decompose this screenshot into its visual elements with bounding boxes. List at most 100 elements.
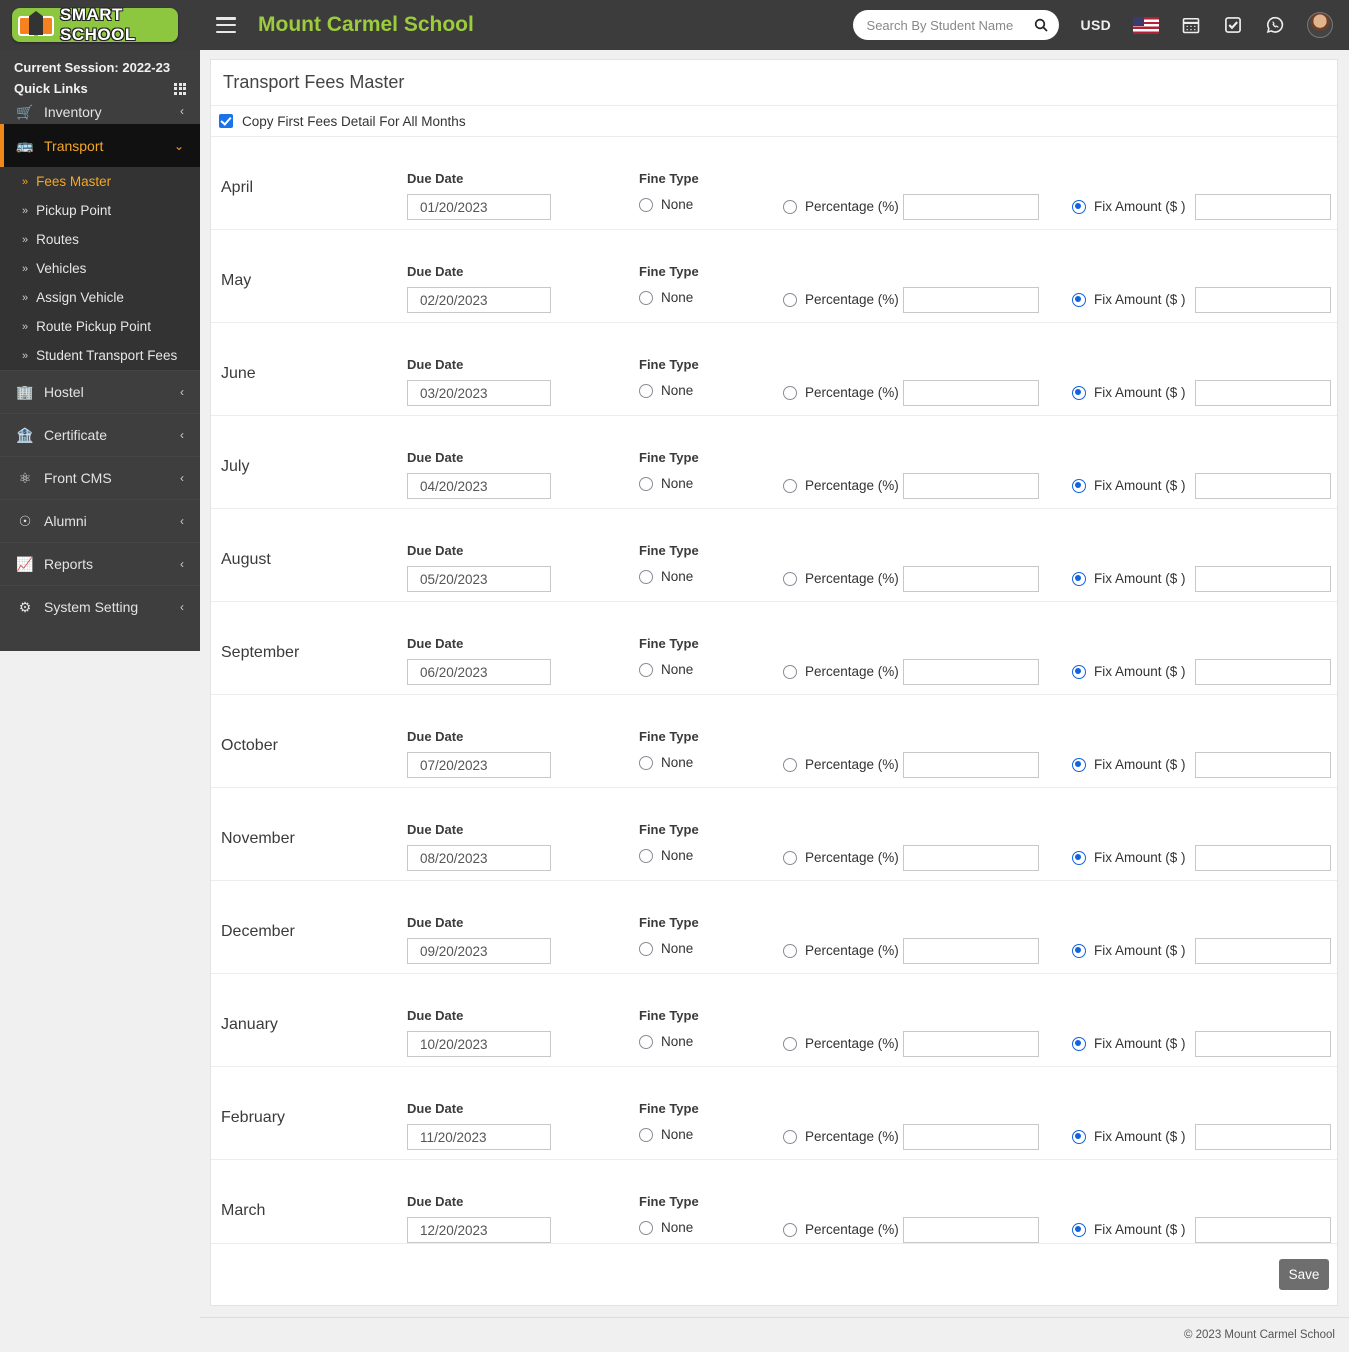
fine-none-radio[interactable] <box>639 941 653 956</box>
due-date-input[interactable] <box>407 287 551 313</box>
quick-links[interactable]: Quick Links <box>0 75 200 104</box>
fine-none-group[interactable]: None <box>639 476 693 491</box>
fine-fix-group[interactable]: Fix Amount ($ ) <box>1072 292 1186 307</box>
hamburger-icon[interactable] <box>216 17 236 33</box>
fine-fix-group[interactable]: Fix Amount ($ ) <box>1072 1222 1186 1237</box>
fine-percentage-radio[interactable] <box>783 943 797 958</box>
sidebar-item-student-transport-fees[interactable]: » Student Transport Fees <box>0 341 200 370</box>
fine-percentage-radio[interactable] <box>783 1129 797 1144</box>
fine-percentage-group[interactable]: Percentage (%) <box>783 478 899 493</box>
fine-none-group[interactable]: None <box>639 662 693 677</box>
fine-none-group[interactable]: None <box>639 383 693 398</box>
grid-icon[interactable] <box>174 82 186 95</box>
fine-percentage-radio[interactable] <box>783 850 797 865</box>
fix-amount-input[interactable] <box>1195 380 1331 406</box>
fine-none-radio[interactable] <box>639 755 653 770</box>
fine-fix-group[interactable]: Fix Amount ($ ) <box>1072 1129 1186 1144</box>
fine-fix-group[interactable]: Fix Amount ($ ) <box>1072 850 1186 865</box>
due-date-input[interactable] <box>407 380 551 406</box>
fine-percentage-group[interactable]: Percentage (%) <box>783 664 899 679</box>
fine-percentage-group[interactable]: Percentage (%) <box>783 1036 899 1051</box>
sidebar-item-system-setting[interactable]: ⚙ System Setting ‹ <box>0 585 200 628</box>
fine-none-radio[interactable] <box>639 383 653 398</box>
percentage-input[interactable] <box>903 845 1039 871</box>
sidebar-item-alumni[interactable]: ☉ Alumni ‹ <box>0 499 200 542</box>
fine-fix-radio[interactable] <box>1072 943 1086 958</box>
due-date-input[interactable] <box>407 1124 551 1150</box>
user-avatar[interactable] <box>1307 12 1333 38</box>
fine-none-group[interactable]: None <box>639 755 693 770</box>
percentage-input[interactable] <box>903 752 1039 778</box>
sidebar-item-route-pickup-point[interactable]: » Route Pickup Point <box>0 312 200 341</box>
fine-none-group[interactable]: None <box>639 941 693 956</box>
fix-amount-input[interactable] <box>1195 566 1331 592</box>
fine-none-group[interactable]: None <box>639 1127 693 1142</box>
percentage-input[interactable] <box>903 938 1039 964</box>
fine-fix-group[interactable]: Fix Amount ($ ) <box>1072 385 1186 400</box>
fine-fix-radio[interactable] <box>1072 757 1086 772</box>
us-flag-icon[interactable] <box>1133 16 1159 34</box>
fine-none-radio[interactable] <box>639 848 653 863</box>
fine-percentage-radio[interactable] <box>783 664 797 679</box>
due-date-input[interactable] <box>407 845 551 871</box>
fine-percentage-radio[interactable] <box>783 199 797 214</box>
search-input[interactable] <box>866 17 1033 33</box>
percentage-input[interactable] <box>903 1031 1039 1057</box>
checkbox-task-icon[interactable] <box>1223 15 1243 35</box>
sidebar-item-fees-master[interactable]: » Fees Master <box>0 167 200 196</box>
fine-fix-radio[interactable] <box>1072 1129 1086 1144</box>
due-date-input[interactable] <box>407 473 551 499</box>
due-date-input[interactable] <box>407 1031 551 1057</box>
calendar-icon[interactable] <box>1181 15 1201 35</box>
sidebar-item-reports[interactable]: 📈 Reports ‹ <box>0 542 200 585</box>
fine-fix-group[interactable]: Fix Amount ($ ) <box>1072 571 1186 586</box>
fix-amount-input[interactable] <box>1195 938 1331 964</box>
fine-percentage-group[interactable]: Percentage (%) <box>783 1222 899 1237</box>
fine-percentage-group[interactable]: Percentage (%) <box>783 757 899 772</box>
fix-amount-input[interactable] <box>1195 752 1331 778</box>
fine-percentage-group[interactable]: Percentage (%) <box>783 850 899 865</box>
fine-percentage-radio[interactable] <box>783 1036 797 1051</box>
fix-amount-input[interactable] <box>1195 659 1331 685</box>
fine-none-group[interactable]: None <box>639 197 693 212</box>
fine-fix-radio[interactable] <box>1072 199 1086 214</box>
sidebar-item-certificate[interactable]: 🏦 Certificate ‹ <box>0 413 200 456</box>
fine-none-radio[interactable] <box>639 662 653 677</box>
currency-label[interactable]: USD <box>1080 17 1111 33</box>
fine-percentage-radio[interactable] <box>783 385 797 400</box>
fine-fix-group[interactable]: Fix Amount ($ ) <box>1072 1036 1186 1051</box>
fine-percentage-group[interactable]: Percentage (%) <box>783 1129 899 1144</box>
fine-fix-group[interactable]: Fix Amount ($ ) <box>1072 757 1186 772</box>
percentage-input[interactable] <box>903 1217 1039 1243</box>
fine-fix-group[interactable]: Fix Amount ($ ) <box>1072 943 1186 958</box>
fine-percentage-group[interactable]: Percentage (%) <box>783 385 899 400</box>
copy-first-fees-checkbox[interactable] <box>219 114 233 128</box>
fix-amount-input[interactable] <box>1195 845 1331 871</box>
fine-none-group[interactable]: None <box>639 1034 693 1049</box>
percentage-input[interactable] <box>903 380 1039 406</box>
due-date-input[interactable] <box>407 566 551 592</box>
due-date-input[interactable] <box>407 1217 551 1243</box>
whatsapp-icon[interactable] <box>1265 15 1285 35</box>
sidebar-item-inventory[interactable]: 🛒 Inventory ‹ <box>0 104 200 124</box>
due-date-input[interactable] <box>407 752 551 778</box>
fix-amount-input[interactable] <box>1195 1124 1331 1150</box>
fine-fix-radio[interactable] <box>1072 385 1086 400</box>
fine-none-group[interactable]: None <box>639 1220 693 1235</box>
fine-percentage-radio[interactable] <box>783 1222 797 1237</box>
sidebar-item-hostel[interactable]: 🏢 Hostel ‹ <box>0 370 200 413</box>
due-date-input[interactable] <box>407 938 551 964</box>
sidebar-item-front-cms[interactable]: ⚛ Front CMS ‹ <box>0 456 200 499</box>
fine-fix-group[interactable]: Fix Amount ($ ) <box>1072 199 1186 214</box>
fine-fix-radio[interactable] <box>1072 571 1086 586</box>
percentage-input[interactable] <box>903 287 1039 313</box>
sidebar-item-pickup-point[interactable]: » Pickup Point <box>0 196 200 225</box>
sidebar-item-transport[interactable]: 🚌 Transport ⌄ <box>0 124 200 167</box>
fine-percentage-group[interactable]: Percentage (%) <box>783 943 899 958</box>
fine-fix-group[interactable]: Fix Amount ($ ) <box>1072 664 1186 679</box>
sidebar-item-routes[interactable]: » Routes <box>0 225 200 254</box>
fix-amount-input[interactable] <box>1195 1031 1331 1057</box>
percentage-input[interactable] <box>903 194 1039 220</box>
search-icon[interactable] <box>1033 17 1049 33</box>
fine-none-radio[interactable] <box>639 569 653 584</box>
